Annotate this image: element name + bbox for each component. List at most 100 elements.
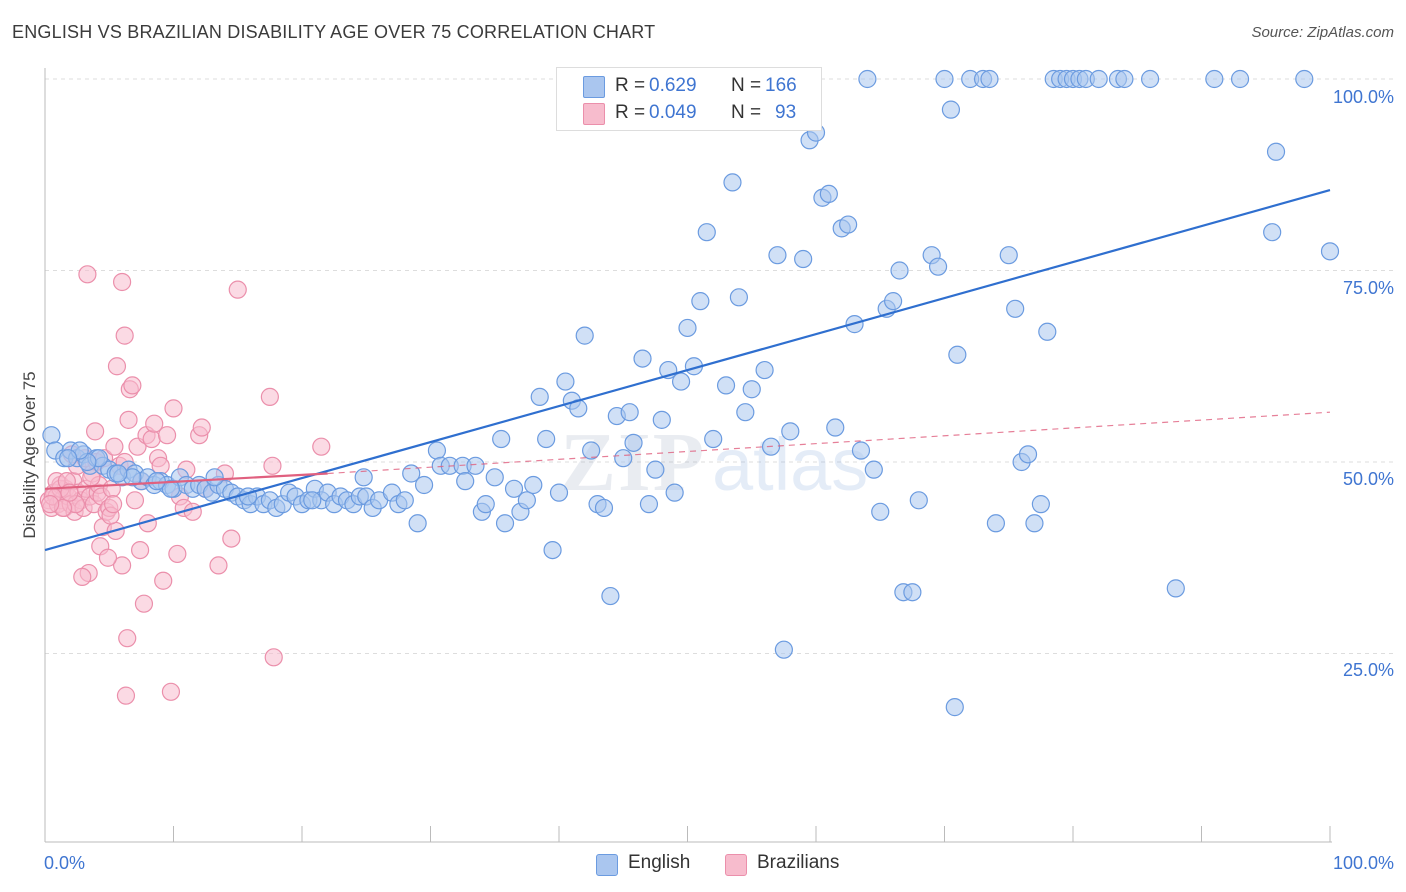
english-point — [582, 441, 601, 460]
english-point — [594, 498, 614, 518]
brazilian-point — [142, 429, 161, 449]
english-point — [736, 403, 755, 422]
brazilian-point — [105, 437, 124, 456]
english-point — [408, 514, 427, 533]
english-point — [826, 418, 845, 437]
y-tick-25: 25.0% — [1342, 660, 1394, 680]
english-point — [935, 69, 954, 89]
english-point — [742, 380, 761, 399]
english-point — [858, 69, 877, 89]
english-point — [986, 514, 1006, 533]
english-point — [755, 360, 774, 380]
english-r-label: R = — [615, 75, 646, 96]
english-trend-line — [44, 189, 1331, 552]
english-point — [395, 491, 414, 510]
english-legend-swatch — [596, 854, 618, 876]
english-point — [1006, 299, 1025, 318]
brazilian-point — [260, 387, 279, 406]
english-point — [1031, 495, 1050, 514]
english-point — [524, 475, 543, 495]
english-point — [466, 456, 485, 475]
brazilian-point — [41, 495, 60, 514]
english-point — [716, 376, 736, 395]
correlation-legend: R = 0.629 N = 166 R = 0.049 N = 93 — [556, 67, 822, 131]
english-point — [161, 479, 181, 498]
series-legend: English Brazilians — [0, 852, 1406, 878]
brazilian-legend-label: Brazilians — [757, 852, 840, 873]
english-point — [691, 292, 710, 311]
english-n-label: N = — [731, 75, 762, 96]
brazilian-legend-swatch — [725, 854, 747, 876]
watermark: ZIP atlas — [560, 416, 868, 509]
brazilian-r-label: R = — [615, 102, 646, 123]
english-point — [303, 491, 322, 510]
brazilian-point — [116, 686, 136, 705]
english-point — [1166, 579, 1185, 598]
english-point — [633, 349, 652, 368]
english-point — [109, 464, 128, 483]
english-point — [1115, 69, 1134, 89]
brazilian-point — [145, 414, 164, 433]
brazilian-point — [73, 567, 92, 587]
brazilian-point — [228, 280, 247, 299]
brazilian-n-value: 93 — [775, 102, 797, 123]
english-legend-label: English — [628, 852, 691, 873]
english-point — [624, 433, 643, 452]
english-point — [1018, 445, 1038, 464]
english-point — [1089, 69, 1108, 89]
brazilian-swatch — [583, 103, 605, 125]
english-point — [729, 288, 749, 307]
brazilian-r-value: 0.049 — [649, 102, 697, 123]
english-point — [492, 429, 511, 449]
axes — [44, 68, 1332, 843]
brazilian-point — [115, 326, 134, 345]
brazilian-point — [119, 410, 138, 429]
english-r-value: 0.629 — [649, 75, 697, 96]
trend-lines — [44, 189, 1331, 552]
brazilian-point — [264, 648, 283, 667]
gridlines — [45, 78, 1395, 654]
english-point — [945, 698, 964, 717]
english-point — [678, 318, 697, 338]
english-point — [537, 429, 556, 449]
brazilian-point — [78, 265, 97, 284]
x-tick-min: 0.0% — [44, 853, 86, 873]
english-point — [530, 387, 549, 406]
source-label: Source: ZipAtlas.com — [1251, 24, 1394, 41]
english-point — [485, 468, 504, 487]
english-point — [851, 441, 871, 460]
english-point — [543, 540, 562, 560]
brazilian-point — [118, 629, 137, 648]
brazilian-n-label: N = — [731, 102, 762, 123]
brazilian-point — [125, 491, 145, 510]
english-point — [1025, 514, 1044, 533]
english-point — [671, 372, 691, 391]
english-n-value: 166 — [765, 75, 797, 96]
english-point — [768, 246, 787, 265]
english-point — [495, 514, 515, 533]
brazilian-point — [263, 456, 282, 475]
english-point — [1038, 322, 1057, 341]
english-point — [59, 449, 78, 468]
brazilian-point — [164, 399, 183, 418]
english-point — [147, 472, 166, 491]
brazilian-point — [104, 495, 123, 514]
y-tick-50: 50.0% — [1342, 469, 1394, 489]
english-point — [928, 257, 948, 276]
english-point — [556, 372, 575, 391]
english-point — [646, 460, 665, 479]
y-tick-75: 75.0% — [1342, 278, 1394, 298]
brazilian-point — [168, 544, 187, 564]
chart-title: ENGLISH VS BRAZILIAN DISABILITY AGE OVER… — [12, 22, 656, 42]
english-point — [42, 426, 61, 445]
english-point — [883, 292, 903, 311]
english-point — [1263, 223, 1282, 242]
y-tick-100: 100.0% — [1332, 87, 1394, 107]
english-point — [517, 491, 536, 510]
english-point — [665, 483, 684, 502]
english-swatch — [583, 76, 605, 98]
english-point — [205, 468, 224, 487]
english-point — [723, 173, 742, 192]
english-point — [819, 184, 838, 203]
